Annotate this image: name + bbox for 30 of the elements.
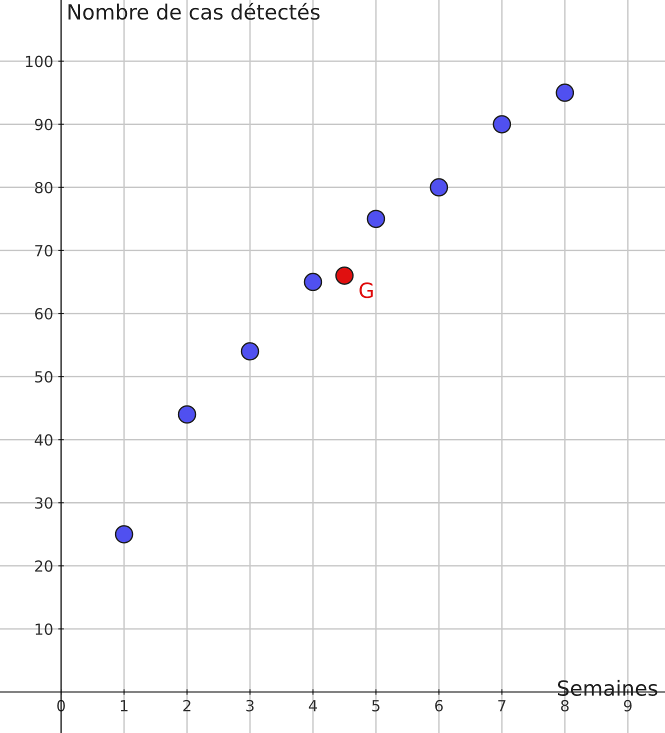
y-tick-label: 30 [35, 497, 52, 509]
x-tick-label: 2 [183, 700, 190, 712]
y-tick-label: 50 [35, 371, 52, 383]
point [114, 525, 134, 544]
x-tick-label: 4 [308, 700, 317, 712]
y-tick-label: 100 [26, 56, 52, 68]
y-tick-label: 10 [36, 623, 52, 635]
x-tick-label: 1 [120, 700, 128, 712]
y-tick-label: 60 [35, 308, 52, 320]
point [304, 272, 322, 292]
x-tick-label: 3 [246, 700, 254, 712]
y-tick-label: 80 [35, 182, 52, 194]
x-tick-label: 7 [498, 700, 506, 712]
x-tick-label: 8 [561, 700, 569, 712]
series-label: G [360, 282, 373, 298]
x-tick-label: 6 [435, 700, 443, 712]
point [240, 342, 260, 361]
point [492, 115, 512, 134]
y-tick-label: 90 [34, 118, 52, 130]
point [366, 210, 386, 228]
point [178, 405, 196, 424]
point [335, 266, 354, 285]
y-tick-label: 40 [34, 434, 52, 446]
y-tick-label: 70 [35, 244, 52, 256]
x-tick-label: 9 [624, 700, 632, 712]
x-tick-label: 5 [372, 700, 380, 712]
point [556, 84, 574, 102]
point [430, 178, 448, 197]
y-axis-title: Nombre de cas détectés [68, 2, 320, 20]
y-tick-label: 20 [35, 560, 52, 572]
